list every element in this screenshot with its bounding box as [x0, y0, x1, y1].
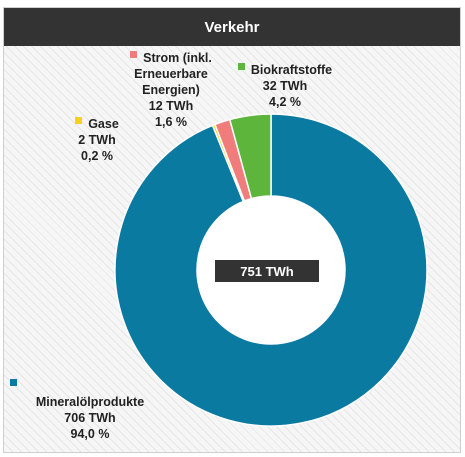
chart-title: Verkehr: [4, 8, 460, 46]
gase-swatch: [75, 117, 83, 125]
mineral-percent: 94,0 %: [70, 427, 110, 441]
gase-name: Gase: [88, 117, 119, 131]
strom-percent: 1,6 %: [155, 115, 187, 129]
strom-name-line-2: Erneuerbare: [134, 67, 208, 81]
slice-mineralölprodukte: [114, 113, 428, 427]
strom-name-line-1: Strom (inkl.: [143, 51, 212, 65]
slice-label-mineral: Mineralölprodukte 706 TWh 94,0 %: [10, 378, 170, 442]
bio-name: Biokraftstoffe: [250, 63, 333, 77]
bio-value: 32 TWh: [262, 79, 308, 93]
gase-value: 2 TWh: [78, 133, 116, 147]
gase-percent: 0,2 %: [81, 149, 113, 163]
slice-label-strom: Strom (inkl. Erneuerbare Energien) 12 TW…: [112, 50, 230, 130]
bio-swatch: [237, 63, 245, 71]
strom-name-line-3: Energien): [142, 83, 200, 97]
slice-label-gase: Gase 2 TWh 0,2 %: [62, 116, 132, 164]
slice-label-bio: Biokraftstoffe 32 TWh 4,2 %: [215, 62, 355, 110]
strom-swatch: [130, 51, 138, 59]
bio-percent: 4,2 %: [269, 95, 301, 109]
mineral-name: Mineralölprodukte: [35, 395, 145, 409]
strom-value: 12 TWh: [148, 99, 194, 113]
mineral-value: 706 TWh: [64, 411, 116, 425]
mineral-swatch: [10, 379, 17, 387]
total-label: 751 TWh: [215, 260, 319, 282]
